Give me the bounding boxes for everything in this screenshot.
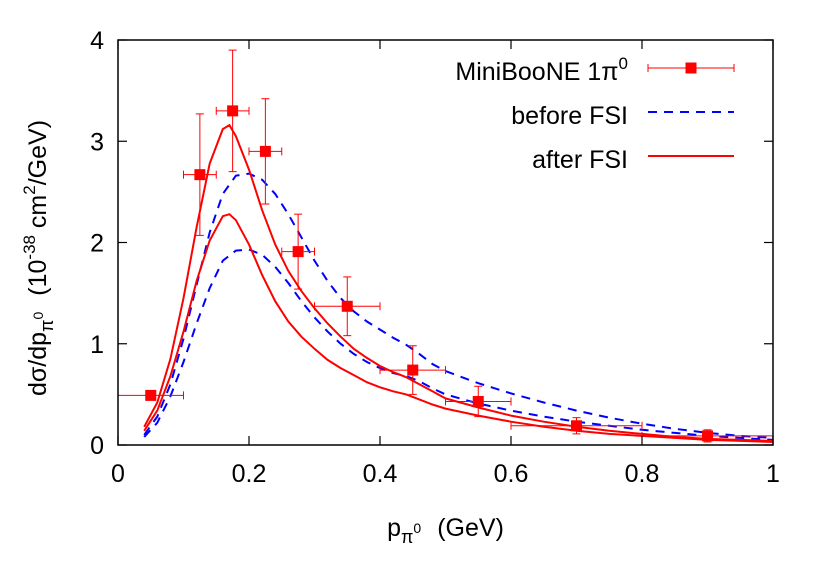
data-point (314, 276, 381, 337)
data-point (641, 429, 774, 443)
y-axis-title-unit-open: (10 (24, 260, 52, 296)
x-tick-label: 0.4 (363, 460, 398, 488)
data-point-marker (702, 430, 713, 442)
curves-layer (143, 123, 774, 443)
y-axis-title-exp2: 2 (20, 185, 39, 194)
data-point-marker (341, 300, 353, 312)
y-axis-title-unit-close: /GeV) (24, 120, 52, 185)
y-tick-label: 1 (90, 331, 104, 359)
data-point-marker (194, 169, 206, 181)
y-axis-title-prefix: dσ/dp (24, 332, 52, 396)
data-point (281, 213, 315, 290)
data-point-marker (259, 145, 271, 157)
x-axis-title-subsup: 0 (413, 520, 421, 536)
legend-label-after-fsi: after FSI (532, 146, 628, 174)
x-axis-title-sub: π (401, 527, 413, 547)
x-tick-label: 1 (766, 460, 780, 488)
data-point (215, 49, 250, 173)
data-point-marker (407, 364, 419, 376)
x-axis-title-unit: (GeV) (437, 514, 504, 542)
data-point-marker (472, 395, 484, 407)
y-axis-title: dσ/dpπ0 (10-38 cm2/GeV) (20, 120, 57, 396)
x-axis-title-main: p (387, 514, 401, 542)
legend-swatch-marker (685, 62, 697, 74)
ticks-layer: 0 0.2 0.4 0.6 0.8 1 0 1 2 3 4 (90, 27, 780, 488)
data-points-layer (117, 49, 774, 443)
data-point (248, 98, 283, 205)
y-tick-label: 2 (90, 230, 104, 258)
data-point-marker (292, 246, 304, 258)
legend-swatches (647, 62, 735, 157)
plot-frame (117, 39, 774, 446)
legend: MiniBooNE 1π0 before FSI after FSI (455, 54, 735, 174)
legend-label-miniboone: MiniBooNE 1π0 (455, 54, 628, 86)
series-1-curve-1 (143, 248, 774, 441)
data-point (510, 417, 643, 435)
y-axis-title-exp1: -38 (20, 235, 39, 260)
y-tick-label: 4 (90, 27, 104, 55)
x-tick-label: 0.6 (494, 460, 529, 488)
legend-label-before-fsi: before FSI (511, 102, 628, 130)
y-tick-label: 3 (90, 128, 104, 156)
y-axis-title-sub: π (37, 320, 57, 332)
y-tick-label: 0 (90, 432, 104, 460)
data-point-marker (227, 105, 239, 117)
y-axis-title-subsup: 0 (30, 312, 46, 320)
data-point (183, 113, 217, 236)
y-axis-title-unit-mid: cm (24, 195, 52, 235)
x-tick-label: 0.8 (625, 460, 660, 488)
series-2-curve-1 (143, 213, 774, 443)
legend-swatch-0 (647, 62, 735, 74)
data-point-marker (145, 389, 157, 401)
data-point (445, 385, 512, 418)
x-tick-label: 0 (111, 460, 125, 488)
data-point-marker (571, 420, 582, 432)
x-axis-title: pπ0 (GeV) (387, 514, 504, 547)
data-point (117, 389, 184, 401)
data-point (379, 345, 446, 395)
series-2-curve-0 (143, 123, 774, 442)
x-tick-label: 0.2 (232, 460, 267, 488)
